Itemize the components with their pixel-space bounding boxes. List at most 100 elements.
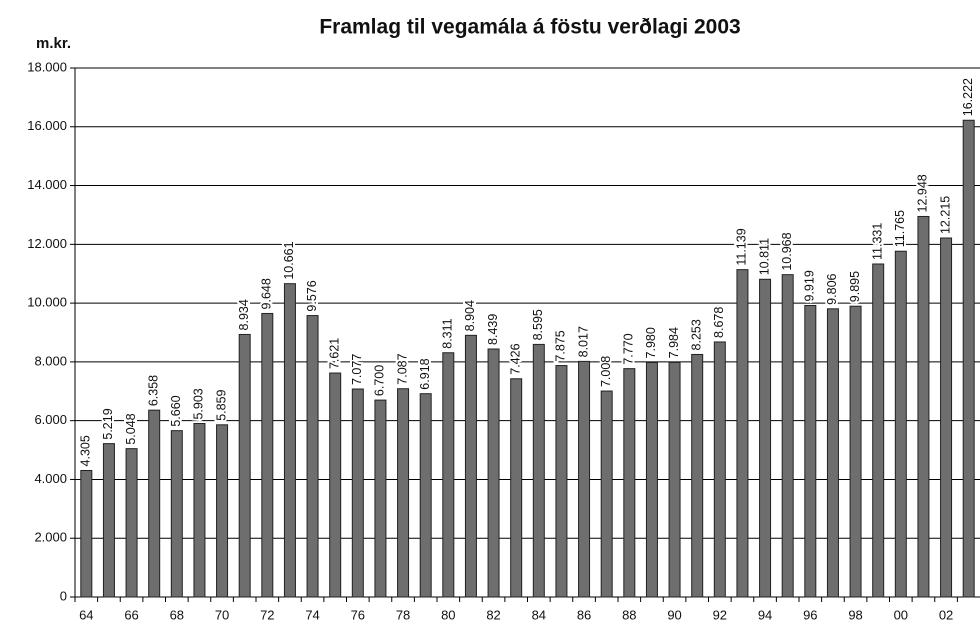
x-tick-label: 74 <box>305 607 319 622</box>
x-tick-label: 68 <box>170 607 184 622</box>
x-tick-label: 94 <box>758 607 772 622</box>
bar <box>917 215 930 598</box>
data-label: 8.678 <box>712 307 726 338</box>
data-label: 12.948 <box>916 174 930 212</box>
data-label: 5.660 <box>169 395 183 426</box>
bar <box>623 368 636 598</box>
y-tick-label: 6.000 <box>34 412 67 427</box>
data-label: 11.765 <box>893 210 907 247</box>
bar <box>80 469 93 598</box>
bar <box>962 119 975 598</box>
data-label: 8.311 <box>441 318 455 348</box>
data-label: 7.621 <box>327 338 341 369</box>
data-label: 7.008 <box>599 356 613 387</box>
data-label: 11.139 <box>735 228 749 265</box>
y-tick-label: 18.000 <box>27 59 67 74</box>
bar <box>170 430 183 598</box>
data-label: 8.934 <box>237 299 251 330</box>
bar <box>940 237 953 598</box>
bar <box>804 304 817 598</box>
data-label: 5.903 <box>192 388 206 419</box>
data-label: 9.919 <box>803 270 817 301</box>
x-tick-label: 72 <box>260 607 274 622</box>
bar <box>532 343 545 598</box>
chart-title: Framlag til vegamála á föstu verðlagi 20… <box>319 16 740 39</box>
x-tick-label: 88 <box>622 607 636 622</box>
data-label: 16.222 <box>961 78 975 116</box>
data-label: 7.770 <box>622 333 636 364</box>
bar <box>238 333 251 598</box>
data-label: 5.219 <box>101 408 115 439</box>
bar <box>351 388 364 598</box>
data-label: 10.811 <box>757 238 771 275</box>
x-tick-label: 76 <box>351 607 365 622</box>
x-tick-label: 66 <box>124 607 138 622</box>
bar <box>759 278 772 598</box>
bar <box>216 424 229 598</box>
data-label: 9.895 <box>848 271 862 302</box>
y-axis-label: m.kr. <box>36 35 71 52</box>
bar <box>374 399 387 598</box>
x-tick-label: 98 <box>848 607 862 622</box>
data-label: 7.087 <box>395 353 409 384</box>
bar <box>283 283 296 598</box>
bar <box>419 393 432 598</box>
bar <box>487 348 500 598</box>
data-label: 10.661 <box>282 241 296 279</box>
y-tick-label: 12.000 <box>27 236 67 251</box>
bar <box>894 250 907 598</box>
y-tick-label: 2.000 <box>34 530 67 545</box>
data-label: 4.305 <box>79 435 93 466</box>
bar <box>781 274 794 598</box>
x-tick-label: 78 <box>396 607 410 622</box>
data-label: 9.806 <box>825 273 839 304</box>
x-tick-label: 70 <box>215 607 229 622</box>
y-tick-label: 4.000 <box>34 471 67 486</box>
bar <box>442 352 455 598</box>
data-label: 6.918 <box>418 358 432 389</box>
data-label: 10.968 <box>780 232 794 270</box>
x-tick-label: 96 <box>803 607 817 622</box>
x-tick-label: 90 <box>667 607 681 622</box>
bar <box>872 263 885 598</box>
data-label: 6.358 <box>146 375 160 406</box>
x-tick-label: 00 <box>894 607 908 622</box>
bar <box>713 341 726 598</box>
bar <box>826 308 839 598</box>
x-tick-label: 82 <box>486 607 500 622</box>
data-label: 7.077 <box>350 354 364 385</box>
data-label: 8.253 <box>689 319 703 350</box>
data-label: 5.048 <box>124 413 138 444</box>
bar <box>193 423 206 598</box>
y-tick-label: 0 <box>60 588 67 603</box>
y-tick-label: 10.000 <box>27 295 67 310</box>
bar <box>849 305 862 598</box>
data-label: 8.595 <box>531 309 545 340</box>
data-label: 7.984 <box>667 327 681 358</box>
x-tick-label: 86 <box>577 607 591 622</box>
data-label: 8.904 <box>463 300 477 331</box>
data-label: 9.648 <box>260 278 274 309</box>
bar <box>600 390 613 598</box>
y-tick-label: 14.000 <box>27 177 67 192</box>
bar <box>464 334 477 598</box>
data-label: 11.331 <box>870 223 884 260</box>
bar <box>645 361 658 598</box>
data-label: 7.426 <box>508 343 522 374</box>
y-tick-label: 8.000 <box>34 353 67 368</box>
data-label: 12.215 <box>938 196 952 234</box>
x-tick-label: 80 <box>441 607 455 622</box>
bar <box>691 353 704 598</box>
bar <box>555 365 568 598</box>
bar <box>125 448 138 598</box>
data-label: 8.017 <box>576 326 590 357</box>
bar <box>261 312 274 598</box>
bar <box>148 409 161 598</box>
y-tick-label: 16.000 <box>27 118 67 133</box>
bar <box>329 372 342 598</box>
x-tick-label: 92 <box>713 607 727 622</box>
bar <box>736 269 749 598</box>
bar <box>668 361 681 598</box>
data-label: 6.700 <box>373 365 387 396</box>
bar <box>578 360 591 598</box>
